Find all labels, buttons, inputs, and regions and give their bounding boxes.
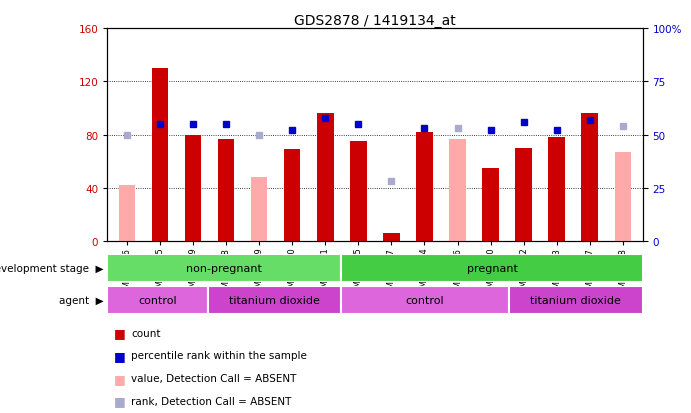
- Bar: [341, 286, 509, 314]
- Text: non-pregnant: non-pregnant: [187, 263, 262, 273]
- Bar: [482, 169, 499, 242]
- Bar: [449, 139, 466, 242]
- Text: titanium dioxide: titanium dioxide: [530, 295, 621, 305]
- Text: titanium dioxide: titanium dioxide: [229, 295, 320, 305]
- Title: GDS2878 / 1419134_at: GDS2878 / 1419134_at: [294, 14, 456, 28]
- Text: ■: ■: [114, 372, 126, 385]
- Bar: [107, 254, 341, 282]
- Bar: [509, 286, 643, 314]
- Bar: [207, 286, 341, 314]
- Text: ■: ■: [114, 326, 126, 339]
- Bar: [317, 114, 334, 242]
- Text: control: control: [406, 295, 444, 305]
- Text: agent  ▶: agent ▶: [59, 295, 104, 305]
- Bar: [251, 178, 267, 242]
- Bar: [152, 69, 169, 242]
- Text: percentile rank within the sample: percentile rank within the sample: [131, 351, 307, 361]
- Bar: [284, 150, 301, 242]
- Bar: [549, 138, 565, 242]
- Bar: [119, 186, 135, 242]
- Bar: [515, 149, 532, 242]
- Bar: [218, 139, 234, 242]
- Text: rank, Detection Call = ABSENT: rank, Detection Call = ABSENT: [131, 396, 292, 406]
- Text: pregnant: pregnant: [466, 263, 518, 273]
- Text: count: count: [131, 328, 161, 338]
- Text: control: control: [138, 295, 177, 305]
- Bar: [614, 152, 631, 242]
- Text: ■: ■: [114, 349, 126, 362]
- Bar: [383, 234, 399, 242]
- Bar: [341, 254, 643, 282]
- Text: ■: ■: [114, 394, 126, 408]
- Text: value, Detection Call = ABSENT: value, Detection Call = ABSENT: [131, 373, 296, 383]
- Bar: [107, 286, 207, 314]
- Bar: [184, 135, 201, 242]
- Text: development stage  ▶: development stage ▶: [0, 263, 104, 273]
- Bar: [416, 133, 433, 242]
- Bar: [581, 114, 598, 242]
- Bar: [350, 142, 367, 242]
